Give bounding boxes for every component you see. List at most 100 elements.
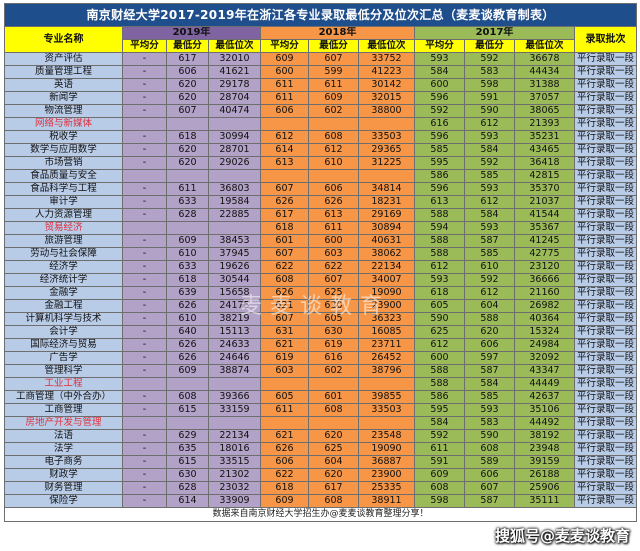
2018-min-score-cell: 630: [308, 325, 359, 339]
2019-avg-score-cell: -: [122, 247, 167, 261]
2019-min-score-cell: [166, 221, 209, 235]
table-row: 数学与应用数学 -620 28701 614 612 29365 585 584 43465 平行…: [4, 143, 638, 157]
table-row: 市场营销 -620 29026 613 610 31225 595 592 36418 平行录取一…: [4, 156, 638, 170]
2019-min-score-cell: 609: [166, 234, 209, 248]
2017-min-rank-cell: 35106: [514, 403, 575, 417]
2019-min-rank-cell: 30544: [208, 273, 261, 287]
2019-min-rank-cell: [208, 169, 261, 183]
major-name-cell: 食品科学与工程: [4, 182, 123, 196]
major-name-cell: 会计学: [4, 325, 123, 339]
2019-min-rank-cell: 21302: [208, 468, 261, 482]
2017-min-score-cell: 583: [464, 416, 515, 430]
2019-min-rank-cell: 22134: [208, 429, 261, 443]
min-score-header: 最低分: [166, 39, 209, 53]
batch-cell: 平行录取一段: [573, 364, 638, 378]
2019-avg-score-cell: -: [122, 286, 167, 300]
sohu-watermark: 搜狐号@麦麦谈教育: [494, 527, 630, 545]
2019-min-score-cell: 620: [166, 91, 209, 105]
2017-min-score-cell: 591: [464, 91, 515, 105]
2017-min-rank-cell: 44434: [514, 65, 575, 79]
2019-min-score-cell: [166, 169, 209, 183]
2017-min-rank-cell: 42815: [514, 169, 575, 183]
2017-avg-score-cell: 625: [414, 325, 465, 339]
2019-min-rank-cell: [208, 117, 261, 131]
2017-min-rank-cell: 21393: [514, 117, 575, 131]
batch-cell: 平行录取一段: [573, 429, 638, 443]
2018-avg-score-cell: 601: [260, 234, 309, 248]
major-name-cell: 法学: [4, 442, 123, 456]
table-row: 经济统计学 -618 30544 608 607 34007 593 592 36666 平行录取…: [4, 273, 638, 287]
major-name-cell: 金融工程: [4, 299, 123, 313]
2017-avg-score-cell: 593: [414, 52, 465, 66]
2018-avg-score-cell: 606: [260, 455, 309, 469]
batch-cell: 平行录取一段: [573, 416, 638, 430]
2017-min-score-cell: 610: [464, 260, 515, 274]
2018-avg-score-cell: 618: [260, 221, 309, 235]
2019-min-score-cell: 610: [166, 312, 209, 326]
batch-cell: 平行录取一段: [573, 52, 638, 66]
2019-min-score-cell: 628: [166, 481, 209, 495]
2017-avg-score-cell: 595: [414, 156, 465, 170]
2018-avg-score-cell: 626: [260, 195, 309, 209]
2019-avg-score-cell: -: [122, 364, 167, 378]
table-row: 保险学 -614 33909 609 608 38911 598 587 35111 平行录取一段: [4, 494, 638, 508]
2017-min-rank-cell: 15324: [514, 325, 575, 339]
2017-min-score-cell: 589: [464, 455, 515, 469]
table-row: 电子商务 -615 33515 606 604 36887 591 589 39159 平行录取一…: [4, 455, 638, 469]
2017-avg-score-cell: 595: [414, 403, 465, 417]
major-name-cell: 税收学: [4, 130, 123, 144]
2019-min-rank-cell: 24633: [208, 338, 261, 352]
2018-min-rank-cell: 30142: [358, 78, 415, 92]
2018-min-score-cell: 625: [308, 286, 359, 300]
min-score-header: 最低分: [464, 39, 515, 53]
2019-min-rank-cell: 38874: [208, 364, 261, 378]
major-name-cell: 贸易经济: [4, 221, 123, 235]
2018-min-rank-cell: 38062: [358, 247, 415, 261]
2019-avg-score-cell: -: [122, 325, 167, 339]
table-row: 房地产开发与管理 584 583 44492 平行录取一段: [4, 416, 638, 430]
2019-min-rank-cell: 39366: [208, 390, 261, 404]
major-header: 专业名称: [4, 26, 123, 53]
table-row: 工商管理 -615 33159 611 608 33503 595 593 35106 平行录取一…: [4, 403, 638, 417]
2017-min-rank-cell: 42775: [514, 247, 575, 261]
avg-header: 平均分: [122, 39, 167, 53]
2018-min-score-cell: 602: [308, 364, 359, 378]
2017-min-rank-cell: 38192: [514, 429, 575, 443]
batch-cell: 平行录取一段: [573, 338, 638, 352]
2019-min-score-cell: 609: [166, 364, 209, 378]
batch-cell: 平行录取一段: [573, 91, 638, 105]
major-name-cell: 金融学: [4, 286, 123, 300]
2017-avg-score-cell: 611: [414, 442, 465, 456]
2018-min-score-cell: 608: [308, 403, 359, 417]
2018-min-score-cell: 620: [308, 468, 359, 482]
batch-cell: 平行录取一段: [573, 273, 638, 287]
2019-min-rank-cell: 30994: [208, 130, 261, 144]
2018-min-score-cell: 602: [308, 104, 359, 118]
2019-min-rank-cell: 19584: [208, 195, 261, 209]
2019-min-score-cell: 639: [166, 286, 209, 300]
2019-min-score-cell: 610: [166, 247, 209, 261]
2017-min-rank-cell: 43465: [514, 143, 575, 157]
major-name-cell: 审计学: [4, 195, 123, 209]
2019-min-score-cell: [166, 117, 209, 131]
2019-min-rank-cell: 19626: [208, 260, 261, 274]
2017-avg-score-cell: 600: [414, 78, 465, 92]
batch-cell: 平行录取一段: [573, 286, 638, 300]
major-name-cell: 质量管理工程: [4, 65, 123, 79]
2018-avg-score-cell: 607: [260, 182, 309, 196]
2017-min-score-cell: 593: [464, 182, 515, 196]
batch-cell: 平行录取一段: [573, 130, 638, 144]
table-row: 网络与新媒体 616 612 21393 平行录取一段: [4, 117, 638, 131]
batch-cell: 平行录取一段: [573, 377, 638, 391]
major-name-cell: 计算机科学与技术: [4, 312, 123, 326]
2019-min-score-cell: [166, 377, 209, 391]
year-2017-header: 2017年: [414, 26, 575, 40]
batch-cell: 平行录取一段: [573, 351, 638, 365]
major-name-cell: 财务管理: [4, 481, 123, 495]
2019-avg-score-cell: -: [122, 390, 167, 404]
2017-min-score-cell: 584: [464, 377, 515, 391]
2019-min-score-cell: 608: [166, 390, 209, 404]
2018-min-rank-cell: [358, 117, 415, 131]
min-rank-header: 最低位次: [358, 39, 415, 53]
2019-min-score-cell: 626: [166, 299, 209, 313]
